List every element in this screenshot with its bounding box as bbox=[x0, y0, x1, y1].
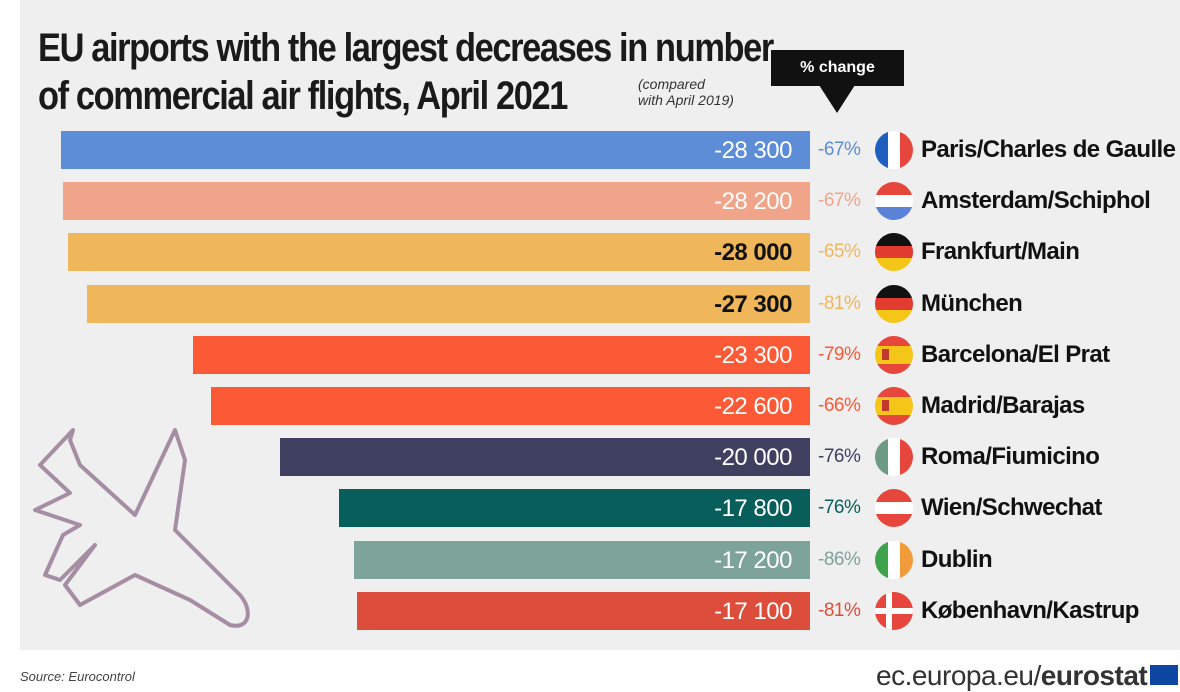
bar-value-label: -23 300 bbox=[714, 341, 792, 369]
logo-brand: eurostat bbox=[1040, 660, 1148, 691]
bar: -23 300 bbox=[192, 335, 810, 374]
pct-change-label: -81% bbox=[818, 292, 861, 314]
chart-title: EU airports with the largest decreases i… bbox=[38, 24, 774, 120]
airport-name: Wien/Schwechat bbox=[921, 494, 1102, 522]
pct-change-label: -66% bbox=[818, 395, 861, 416]
pct-change-label: -65% bbox=[818, 241, 861, 263]
airplane-icon bbox=[33, 428, 250, 628]
pct-change-label: -76% bbox=[818, 497, 861, 519]
airport-name: Frankfurt/Main bbox=[921, 238, 1080, 266]
title-line-1: EU airports with the largest decreases i… bbox=[38, 26, 774, 70]
comparison-note: (compared with April 2019) bbox=[638, 76, 778, 108]
bar: -28 000 bbox=[68, 233, 810, 272]
france-flag-icon bbox=[875, 131, 913, 169]
bar: -17 100 bbox=[357, 591, 810, 630]
bar-value-label: -17 800 bbox=[714, 495, 792, 523]
netherlands-flag-icon bbox=[875, 182, 913, 221]
bar-value-label: -28 300 bbox=[714, 137, 792, 164]
pct-change-label: -67% bbox=[818, 139, 861, 160]
airport-name: København/Kastrup bbox=[921, 596, 1139, 624]
bar: -28 200 bbox=[63, 182, 810, 221]
spain-flag-icon bbox=[875, 335, 913, 374]
pct-change-label: -86% bbox=[818, 548, 861, 570]
austria-flag-icon bbox=[875, 489, 913, 528]
eurostat-logo[interactable]: ec.europa.eu/eurostat bbox=[876, 660, 1148, 691]
bar-row: -20 000 -76% Roma/Fiumicino bbox=[0, 438, 1180, 477]
airport-name: Roma/Fiumicino bbox=[921, 443, 1100, 471]
bar: -20 000 bbox=[280, 438, 810, 477]
bar-value-label: -27 300 bbox=[714, 290, 792, 318]
bar-row: -17 100 -81% København/Kastrup bbox=[0, 591, 1180, 630]
bar-row: -17 200 -86% Dublin bbox=[0, 540, 1180, 579]
bar-value-label: -22 600 bbox=[714, 393, 792, 420]
bar: -27 300 bbox=[87, 284, 810, 323]
bar-row: -22 600 -66% Madrid/Barajas bbox=[0, 387, 1180, 425]
pct-change-label: -76% bbox=[818, 446, 861, 468]
airport-name: Barcelona/El Prat bbox=[921, 340, 1110, 368]
bar-value-label: -20 000 bbox=[714, 444, 792, 472]
airport-name: Amsterdam/Schiphol bbox=[921, 187, 1151, 215]
airport-name: München bbox=[921, 289, 1023, 317]
bar-row: -27 300 -81% München bbox=[0, 284, 1180, 323]
title-line-2: of commercial air flights, April 2021 bbox=[38, 74, 568, 118]
bar-value-label: -28 200 bbox=[714, 188, 792, 216]
bar-row: -28 200 -67% Amsterdam/Schiphol bbox=[0, 182, 1180, 221]
bar: -17 200 bbox=[354, 540, 810, 579]
bar-row: -28 300 -67% Paris/Charles de Gaulle bbox=[0, 131, 1180, 169]
pct-change-header: % change bbox=[771, 50, 904, 86]
italy-flag-icon bbox=[875, 438, 913, 477]
germany-flag-icon bbox=[875, 233, 913, 272]
pct-change-header-pointer bbox=[819, 85, 855, 113]
bar-value-label: -28 000 bbox=[714, 239, 792, 267]
bar: -28 300 bbox=[60, 131, 810, 169]
bar: -22 600 bbox=[211, 387, 810, 425]
bar: -17 800 bbox=[338, 489, 810, 528]
source-note: Source: Eurocontrol bbox=[20, 669, 135, 684]
comparison-note-line-2: with April 2019) bbox=[638, 92, 734, 108]
airport-name: Madrid/Barajas bbox=[921, 392, 1085, 419]
bar-row: -28 000 -65% Frankfurt/Main bbox=[0, 233, 1180, 272]
germany-flag-icon bbox=[875, 284, 913, 323]
comparison-note-line-1: (compared bbox=[638, 76, 705, 92]
bar-value-label: -17 100 bbox=[714, 597, 792, 625]
pct-change-label: -79% bbox=[818, 343, 861, 365]
denmark-flag-icon bbox=[875, 591, 913, 630]
bar-row: -17 800 -76% Wien/Schwechat bbox=[0, 489, 1180, 528]
airport-name: Paris/Charles de Gaulle bbox=[921, 136, 1176, 163]
ireland-flag-icon bbox=[875, 540, 913, 579]
spain-flag-icon bbox=[875, 387, 913, 425]
airport-name: Dublin bbox=[921, 545, 993, 573]
pct-change-label: -67% bbox=[818, 190, 861, 212]
logo-domain: ec.europa.eu/ bbox=[876, 660, 1041, 691]
bar-value-label: -17 200 bbox=[714, 546, 792, 574]
pct-change-label: -81% bbox=[818, 599, 861, 621]
bar-row: -23 300 -79% Barcelona/El Prat bbox=[0, 335, 1180, 374]
eu-flag-icon bbox=[1150, 665, 1178, 685]
